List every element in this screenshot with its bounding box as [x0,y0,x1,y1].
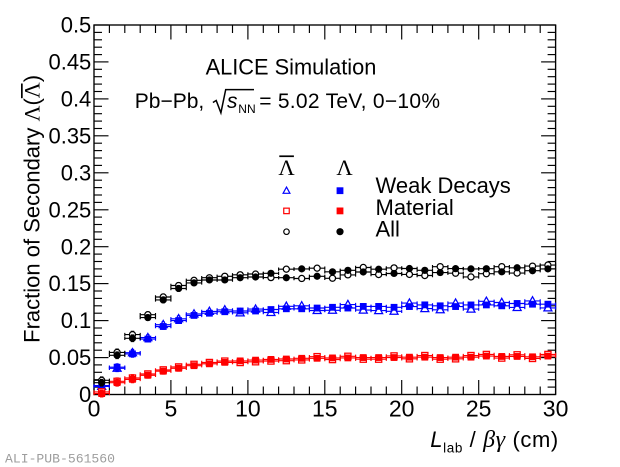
svg-text:0.25: 0.25 [48,197,91,222]
svg-text:0: 0 [88,396,101,422]
svg-text:0.05: 0.05 [48,345,91,370]
svg-text:ALICE Simulation: ALICE Simulation [206,55,377,80]
svg-text:= 5.02 TeV, 0−10%: = 5.02 TeV, 0−10% [259,90,440,113]
svg-text:25: 25 [466,396,492,422]
svg-text:20: 20 [389,396,415,422]
svg-text:30: 30 [543,396,569,422]
svg-text:Material: Material [376,195,454,220]
svg-text:5: 5 [165,396,178,422]
svg-text:0.2: 0.2 [61,234,92,259]
svg-text:0: 0 [79,382,91,407]
svg-text:Fraction of Secondary Λ(Λ): Fraction of Secondary Λ(Λ) [19,75,44,343]
svg-text:0.1: 0.1 [61,308,92,333]
svg-text:0.3: 0.3 [61,160,92,185]
svg-text:10: 10 [235,396,261,422]
svg-text:0.45: 0.45 [48,50,91,75]
svg-text:s: s [227,90,238,113]
svg-text:0.5: 0.5 [61,13,92,38]
svg-text:15: 15 [312,396,338,422]
svg-text:All: All [376,217,400,242]
svg-text:0.15: 0.15 [48,271,91,296]
svg-text:Llab / βγ (cm): Llab / βγ (cm) [430,427,559,456]
svg-text:0.4: 0.4 [61,87,92,112]
svg-text:Λ: Λ [278,155,295,180]
svg-text:ALI-PUB-561560: ALI-PUB-561560 [5,452,115,467]
svg-text:Λ: Λ [336,155,353,180]
svg-text:NN: NN [238,102,255,116]
svg-text:Pb−Pb,: Pb−Pb, [135,90,204,113]
svg-text:0.35: 0.35 [48,123,91,148]
svg-text:Weak Decays: Weak Decays [376,173,511,198]
